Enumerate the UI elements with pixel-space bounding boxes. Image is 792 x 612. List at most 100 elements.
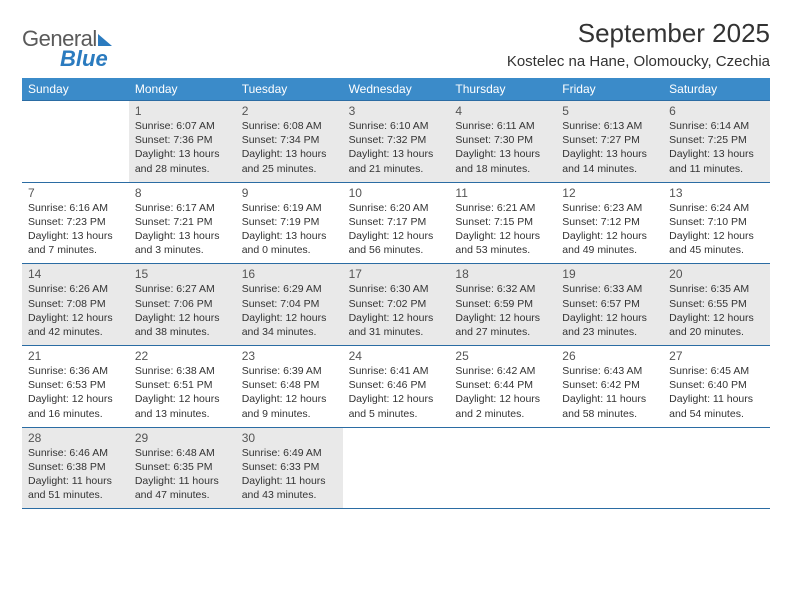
sunset-text: Sunset: 7:08 PM	[28, 297, 123, 311]
sunrise-text: Sunrise: 6:43 AM	[562, 364, 657, 378]
daylight-text: Daylight: 12 hours and 34 minutes.	[242, 311, 337, 339]
day-cell: 21Sunrise: 6:36 AMSunset: 6:53 PMDayligh…	[22, 346, 129, 427]
week-row: 1Sunrise: 6:07 AMSunset: 7:36 PMDaylight…	[22, 100, 770, 182]
sunset-text: Sunset: 6:33 PM	[242, 460, 337, 474]
day-cell: 25Sunrise: 6:42 AMSunset: 6:44 PMDayligh…	[449, 346, 556, 427]
sunset-text: Sunset: 7:02 PM	[349, 297, 444, 311]
sunrise-text: Sunrise: 6:33 AM	[562, 282, 657, 296]
sunrise-text: Sunrise: 6:36 AM	[28, 364, 123, 378]
weekday-header: Wednesday	[343, 78, 450, 100]
sunset-text: Sunset: 6:53 PM	[28, 378, 123, 392]
day-number: 15	[135, 267, 230, 281]
day-number: 3	[349, 104, 444, 118]
sunrise-text: Sunrise: 6:46 AM	[28, 446, 123, 460]
sunrise-text: Sunrise: 6:23 AM	[562, 201, 657, 215]
sunset-text: Sunset: 6:59 PM	[455, 297, 550, 311]
day-number: 1	[135, 104, 230, 118]
sunset-text: Sunset: 7:21 PM	[135, 215, 230, 229]
day-cell: 22Sunrise: 6:38 AMSunset: 6:51 PMDayligh…	[129, 346, 236, 427]
sunset-text: Sunset: 7:36 PM	[135, 133, 230, 147]
daylight-text: Daylight: 12 hours and 45 minutes.	[669, 229, 764, 257]
sunrise-text: Sunrise: 6:17 AM	[135, 201, 230, 215]
daylight-text: Daylight: 13 hours and 14 minutes.	[562, 147, 657, 175]
day-number: 4	[455, 104, 550, 118]
sunrise-text: Sunrise: 6:16 AM	[28, 201, 123, 215]
logo-text-block: General Blue	[22, 26, 112, 72]
daylight-text: Daylight: 12 hours and 5 minutes.	[349, 392, 444, 420]
daylight-text: Daylight: 13 hours and 18 minutes.	[455, 147, 550, 175]
day-number: 30	[242, 431, 337, 445]
daylight-text: Daylight: 12 hours and 23 minutes.	[562, 311, 657, 339]
day-number: 9	[242, 186, 337, 200]
sunset-text: Sunset: 6:51 PM	[135, 378, 230, 392]
sunrise-text: Sunrise: 6:42 AM	[455, 364, 550, 378]
sunset-text: Sunset: 7:12 PM	[562, 215, 657, 229]
day-cell: 24Sunrise: 6:41 AMSunset: 6:46 PMDayligh…	[343, 346, 450, 427]
weekday-header: Monday	[129, 78, 236, 100]
day-cell	[556, 428, 663, 509]
daylight-text: Daylight: 11 hours and 54 minutes.	[669, 392, 764, 420]
daylight-text: Daylight: 11 hours and 51 minutes.	[28, 474, 123, 502]
sunrise-text: Sunrise: 6:45 AM	[669, 364, 764, 378]
day-number: 19	[562, 267, 657, 281]
weekday-header: Sunday	[22, 78, 129, 100]
day-number: 5	[562, 104, 657, 118]
logo: General Blue	[22, 18, 112, 72]
day-number: 6	[669, 104, 764, 118]
sunrise-text: Sunrise: 6:13 AM	[562, 119, 657, 133]
week-row: 28Sunrise: 6:46 AMSunset: 6:38 PMDayligh…	[22, 427, 770, 509]
day-cell: 4Sunrise: 6:11 AMSunset: 7:30 PMDaylight…	[449, 101, 556, 182]
daylight-text: Daylight: 12 hours and 20 minutes.	[669, 311, 764, 339]
daylight-text: Daylight: 13 hours and 21 minutes.	[349, 147, 444, 175]
day-number: 25	[455, 349, 550, 363]
day-number: 17	[349, 267, 444, 281]
daylight-text: Daylight: 12 hours and 56 minutes.	[349, 229, 444, 257]
day-number: 11	[455, 186, 550, 200]
sunset-text: Sunset: 6:35 PM	[135, 460, 230, 474]
day-cell: 5Sunrise: 6:13 AMSunset: 7:27 PMDaylight…	[556, 101, 663, 182]
weekday-header: Thursday	[449, 78, 556, 100]
day-cell	[22, 101, 129, 182]
sunrise-text: Sunrise: 6:26 AM	[28, 282, 123, 296]
daylight-text: Daylight: 13 hours and 11 minutes.	[669, 147, 764, 175]
day-cell: 6Sunrise: 6:14 AMSunset: 7:25 PMDaylight…	[663, 101, 770, 182]
sunrise-text: Sunrise: 6:21 AM	[455, 201, 550, 215]
month-title: September 2025	[507, 18, 770, 49]
day-number: 26	[562, 349, 657, 363]
day-number: 10	[349, 186, 444, 200]
day-cell: 11Sunrise: 6:21 AMSunset: 7:15 PMDayligh…	[449, 183, 556, 264]
day-cell: 28Sunrise: 6:46 AMSunset: 6:38 PMDayligh…	[22, 428, 129, 509]
week-row: 7Sunrise: 6:16 AMSunset: 7:23 PMDaylight…	[22, 182, 770, 264]
weekday-header: Friday	[556, 78, 663, 100]
day-cell: 15Sunrise: 6:27 AMSunset: 7:06 PMDayligh…	[129, 264, 236, 345]
day-cell	[663, 428, 770, 509]
day-cell: 7Sunrise: 6:16 AMSunset: 7:23 PMDaylight…	[22, 183, 129, 264]
sunset-text: Sunset: 7:04 PM	[242, 297, 337, 311]
sunrise-text: Sunrise: 6:29 AM	[242, 282, 337, 296]
sunrise-text: Sunrise: 6:41 AM	[349, 364, 444, 378]
day-number: 7	[28, 186, 123, 200]
week-row: 21Sunrise: 6:36 AMSunset: 6:53 PMDayligh…	[22, 345, 770, 427]
sunset-text: Sunset: 7:25 PM	[669, 133, 764, 147]
weekday-header: Tuesday	[236, 78, 343, 100]
daylight-text: Daylight: 12 hours and 13 minutes.	[135, 392, 230, 420]
daylight-text: Daylight: 12 hours and 9 minutes.	[242, 392, 337, 420]
sunrise-text: Sunrise: 6:10 AM	[349, 119, 444, 133]
weekday-header-row: SundayMondayTuesdayWednesdayThursdayFrid…	[22, 78, 770, 100]
daylight-text: Daylight: 11 hours and 43 minutes.	[242, 474, 337, 502]
day-cell: 26Sunrise: 6:43 AMSunset: 6:42 PMDayligh…	[556, 346, 663, 427]
day-cell: 9Sunrise: 6:19 AMSunset: 7:19 PMDaylight…	[236, 183, 343, 264]
sunrise-text: Sunrise: 6:48 AM	[135, 446, 230, 460]
daylight-text: Daylight: 13 hours and 28 minutes.	[135, 147, 230, 175]
sunset-text: Sunset: 7:30 PM	[455, 133, 550, 147]
daylight-text: Daylight: 12 hours and 16 minutes.	[28, 392, 123, 420]
day-cell	[449, 428, 556, 509]
sunrise-text: Sunrise: 6:08 AM	[242, 119, 337, 133]
day-number: 24	[349, 349, 444, 363]
sunrise-text: Sunrise: 6:30 AM	[349, 282, 444, 296]
sunrise-text: Sunrise: 6:39 AM	[242, 364, 337, 378]
week-row: 14Sunrise: 6:26 AMSunset: 7:08 PMDayligh…	[22, 263, 770, 345]
day-number: 8	[135, 186, 230, 200]
day-number: 16	[242, 267, 337, 281]
sunset-text: Sunset: 6:38 PM	[28, 460, 123, 474]
